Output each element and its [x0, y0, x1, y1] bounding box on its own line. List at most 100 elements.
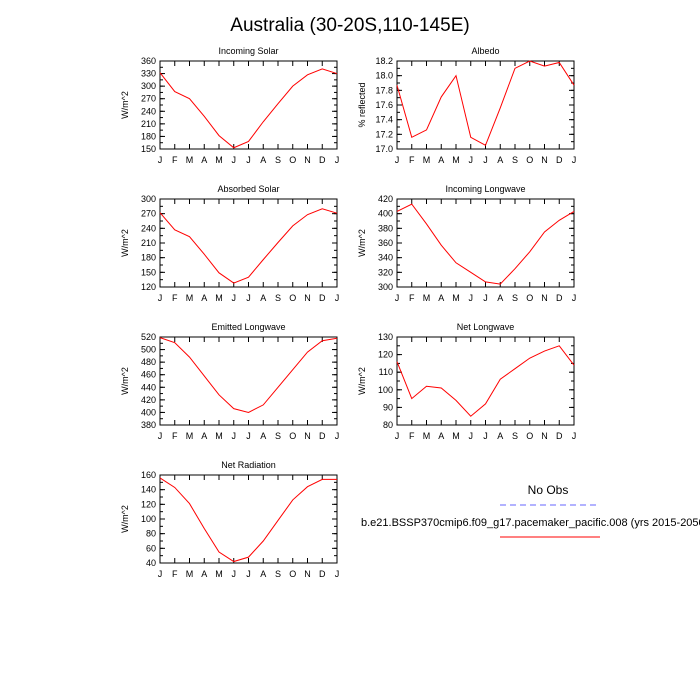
x-tick-label: M [215, 569, 223, 579]
x-tick-label: J [469, 293, 474, 303]
x-tick-label: J [572, 431, 577, 441]
y-tick-label: 400 [141, 407, 156, 417]
x-tick-label: O [289, 293, 296, 303]
x-tick-label: J [246, 293, 251, 303]
x-tick-label: O [526, 431, 533, 441]
y-axis-label: W/m^2 [120, 367, 130, 395]
x-tick-label: J [483, 293, 488, 303]
x-tick-label: J [572, 293, 577, 303]
x-tick-label: F [409, 155, 415, 165]
y-tick-label: 17.0 [375, 144, 393, 154]
y-tick-label: 110 [379, 367, 393, 377]
x-tick-label: A [497, 293, 503, 303]
x-tick-label: F [409, 431, 415, 441]
y-tick-label: 18.0 [375, 71, 393, 81]
y-tick-label: 460 [141, 370, 156, 380]
x-tick-label: J [395, 155, 400, 165]
y-tick-label: 520 [141, 332, 156, 342]
x-tick-label: N [304, 569, 311, 579]
x-tick-label: S [512, 431, 518, 441]
x-tick-label: M [215, 155, 223, 165]
panel-title: Absorbed Solar [217, 184, 279, 194]
x-tick-label: M [186, 431, 194, 441]
y-tick-label: 270 [141, 94, 156, 104]
x-tick-label: J [469, 431, 474, 441]
x-tick-label: M [186, 569, 194, 579]
plot-frame [396, 198, 575, 288]
x-tick-label: J [395, 293, 400, 303]
y-tick-label: 120 [141, 499, 156, 509]
y-tick-label: 300 [141, 194, 156, 204]
y-tick-label: 210 [141, 119, 156, 129]
x-tick-label: J [246, 431, 251, 441]
y-tick-label: 80 [383, 420, 393, 430]
x-tick-label: S [275, 155, 281, 165]
series-line [396, 345, 575, 417]
x-tick-label: M [186, 293, 194, 303]
x-tick-label: M [423, 431, 431, 441]
x-tick-label: A [260, 155, 266, 165]
x-tick-label: J [158, 293, 163, 303]
y-tick-label: 360 [378, 238, 393, 248]
x-tick-label: O [526, 155, 533, 165]
y-tick-label: 270 [141, 209, 156, 219]
y-axis-label: W/m^2 [357, 367, 367, 395]
x-tick-label: F [172, 569, 178, 579]
x-tick-label: O [526, 293, 533, 303]
figure-title: Australia (30-20S,110-145E) [230, 15, 469, 36]
y-tick-label: 180 [141, 131, 156, 141]
x-tick-label: N [304, 293, 311, 303]
x-tick-label: A [201, 431, 207, 441]
y-tick-label: 400 [378, 209, 393, 219]
x-tick-label: O [289, 569, 296, 579]
x-tick-label: J [232, 569, 237, 579]
series-line [159, 477, 337, 563]
panel-title: Net Longwave [457, 322, 515, 332]
x-tick-label: M [215, 293, 223, 303]
x-tick-label: O [289, 431, 296, 441]
y-axis-label: % reflected [357, 82, 367, 127]
y-tick-label: 17.6 [375, 100, 393, 110]
x-tick-label: A [438, 431, 444, 441]
y-tick-label: 330 [141, 69, 156, 79]
x-tick-label: S [275, 569, 281, 579]
panel-title: Incoming Longwave [445, 184, 525, 194]
x-tick-label: N [304, 431, 311, 441]
x-tick-label: M [452, 293, 460, 303]
x-tick-label: M [186, 155, 194, 165]
x-tick-label: A [201, 155, 207, 165]
y-tick-label: 100 [141, 514, 156, 524]
x-tick-label: M [423, 293, 431, 303]
y-tick-label: 420 [141, 395, 156, 405]
y-axis-label: W/m^2 [357, 229, 367, 257]
y-tick-label: 360 [141, 56, 156, 66]
series-line [159, 208, 338, 284]
x-tick-label: A [438, 155, 444, 165]
x-tick-label: J [335, 155, 340, 165]
y-tick-label: 150 [141, 144, 156, 154]
x-tick-label: J [232, 293, 237, 303]
y-tick-label: 17.4 [375, 115, 393, 125]
x-tick-label: S [275, 431, 281, 441]
y-tick-label: 340 [378, 253, 393, 263]
x-tick-label: F [172, 155, 178, 165]
y-tick-label: 90 [383, 402, 393, 412]
x-tick-label: A [260, 569, 266, 579]
x-tick-label: M [215, 431, 223, 441]
x-tick-label: F [409, 293, 415, 303]
x-tick-label: N [541, 431, 548, 441]
y-tick-label: 17.8 [375, 85, 393, 95]
x-tick-label: J [335, 569, 340, 579]
x-tick-label: A [438, 293, 444, 303]
y-tick-label: 130 [378, 332, 393, 342]
x-tick-label: A [497, 155, 503, 165]
plot-frame [159, 474, 338, 564]
x-tick-label: J [246, 569, 251, 579]
x-tick-label: F [172, 431, 178, 441]
y-tick-label: 380 [378, 223, 393, 233]
x-tick-label: D [319, 431, 326, 441]
y-tick-label: 150 [141, 267, 156, 277]
